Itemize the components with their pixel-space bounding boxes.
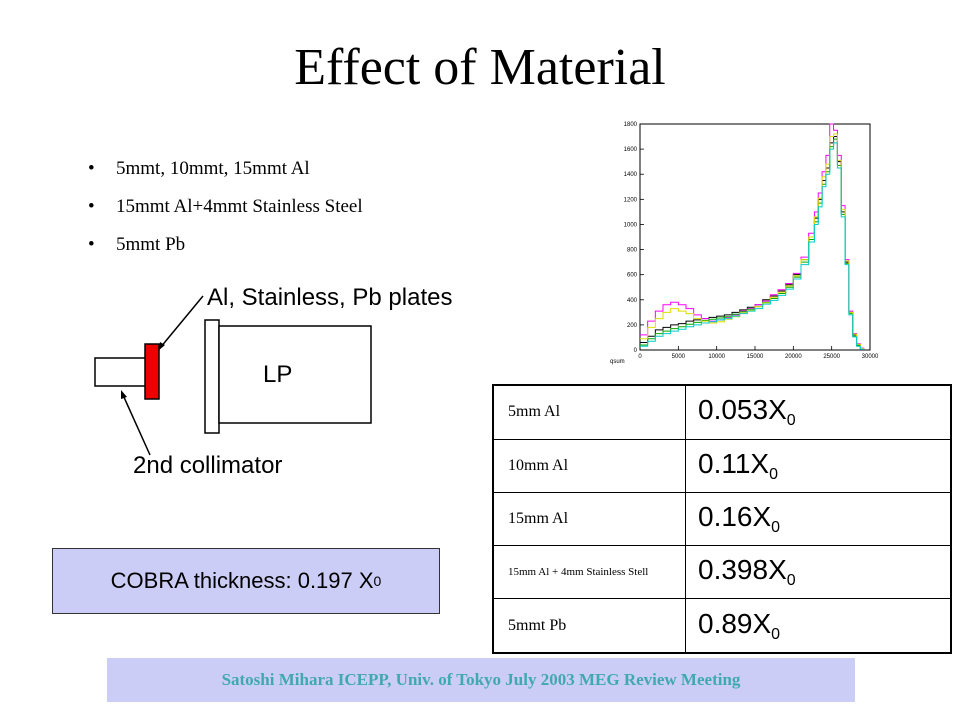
material-name: 10mm Al <box>492 438 686 493</box>
histogram-axes: 0 200 400 600 800 1000 1200 1400 1600 1800 0 5000 10… <box>624 122 879 360</box>
y-tick-label: 1800 <box>624 122 638 128</box>
table-row: 5mmt Pb 0.89X0 <box>492 598 952 654</box>
material-name: 5mm Al <box>492 384 686 440</box>
y-tick-label: 1000 <box>624 222 638 228</box>
y-tick-label: 200 <box>627 323 638 329</box>
bullet-item: 15mmt Al+4mmt Stainless Steel <box>88 188 363 226</box>
bullet-list: 5mmt, 10mmt, 15mmt Al 15mmt Al+4mmt Stai… <box>88 150 363 264</box>
lp-label: LP <box>263 361 293 388</box>
cobra-thickness-text: COBRA thickness: 0.197 X <box>110 568 374 593</box>
collimator-label: 2nd collimator <box>133 452 283 479</box>
y-tick-label: 800 <box>627 248 638 254</box>
table-row: 10mm Al 0.11X0 <box>492 438 952 493</box>
plates-label: Al, Stainless, Pb plates <box>207 284 453 311</box>
radiation-length: 0.053X0 <box>685 384 952 440</box>
y-tick-label: 400 <box>627 298 638 304</box>
y-tick-label: 1400 <box>624 172 638 178</box>
x-tick-label: 30000 <box>862 354 879 360</box>
histogram-series-line <box>640 142 865 350</box>
lp-box <box>218 325 372 424</box>
y-tick-label: 1200 <box>624 197 638 203</box>
collimator-block <box>94 357 148 387</box>
bullet-item: 5mmt Pb <box>88 226 363 264</box>
qsum-histogram: 0 200 400 600 800 1000 1200 1400 1600 1800 0 5000 10… <box>610 122 879 365</box>
histogram-series <box>640 123 865 350</box>
x-tick-label: 0 <box>638 354 642 360</box>
x-tick-label: 10000 <box>708 354 725 360</box>
y-tick-label: 600 <box>627 273 638 279</box>
histogram-x-label: qsum <box>610 359 625 365</box>
x-tick-label: 5000 <box>672 354 686 360</box>
material-name: 15mm Al <box>492 491 686 547</box>
x-tick-label: 25000 <box>823 354 840 360</box>
collimator-arrow <box>122 394 151 456</box>
material-plate <box>144 343 160 400</box>
slide-title: Effect of Material <box>294 39 666 96</box>
y-tick-label: 1600 <box>624 147 638 153</box>
material-name: 5mmt Pb <box>492 598 686 654</box>
footer-banner: Satoshi Mihara ICEPP, Univ. of Tokyo Jul… <box>107 658 855 702</box>
table-row: 15mm Al 0.16X0 <box>492 491 952 547</box>
radiation-length: 0.11X0 <box>685 438 952 493</box>
radiation-length: 0.16X0 <box>685 491 952 547</box>
table-row: 15mm Al + 4mm Stainless Stell 0.398X0 <box>492 545 952 600</box>
bullet-item: 5mmt, 10mmt, 15mmt Al <box>88 150 363 188</box>
material-name: 15mm Al + 4mm Stainless Stell <box>492 545 686 600</box>
x-tick-label: 15000 <box>747 354 764 360</box>
radiation-length: 0.398X0 <box>685 545 952 600</box>
y-tick-label: 0 <box>634 348 638 354</box>
table-row: 5mm Al 0.053X0 <box>492 384 952 440</box>
radiation-length: 0.89X0 <box>685 598 952 654</box>
x-tick-label: 20000 <box>785 354 802 360</box>
lp-entrance-plate <box>204 319 220 434</box>
plates-arrow <box>159 295 204 349</box>
material-table: 5mm Al 0.053X0 10mm Al 0.11X0 15mm Al 0.… <box>492 384 952 654</box>
cobra-subscript: 0 <box>373 573 382 589</box>
